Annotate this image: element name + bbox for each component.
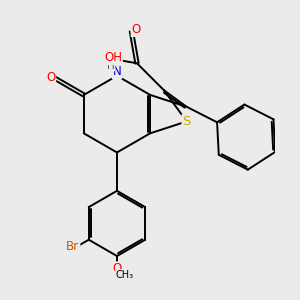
Text: O: O: [112, 262, 122, 275]
Text: H: H: [107, 61, 115, 70]
Text: OH: OH: [104, 51, 122, 64]
Text: O: O: [46, 71, 55, 84]
Text: Br: Br: [66, 240, 80, 253]
Text: CH₃: CH₃: [116, 270, 134, 280]
Text: S: S: [182, 115, 191, 128]
Text: O: O: [131, 23, 141, 36]
Text: N: N: [112, 65, 122, 78]
